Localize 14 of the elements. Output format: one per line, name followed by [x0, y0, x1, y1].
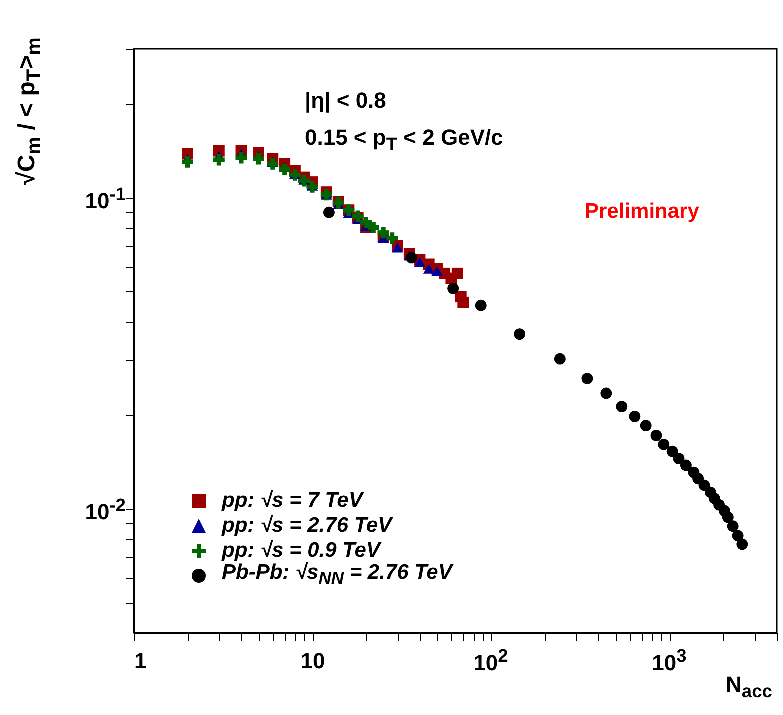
y-tick-label: 10$^{-2}$	[85, 493, 126, 526]
legend-label: pp: √s = 0.9 TeV	[222, 538, 380, 562]
x-tick-label: 10$^{2}$	[474, 644, 508, 676]
annotation: Preliminary	[585, 200, 700, 224]
legend-label: pp: √s = 7 TeV	[222, 488, 363, 512]
annotation: |η| < 0.8	[305, 88, 386, 114]
x-tick-label: 10$^{3}$	[652, 644, 687, 676]
legend-label: pp: √s = 2.76 TeV	[222, 514, 392, 538]
x-tick-label: 1	[134, 648, 147, 674]
annotation: 0.15 < p$_{T}$ < 2 GeV/c	[305, 125, 504, 156]
y-tick-label: 10$^{-1}$	[85, 182, 126, 214]
legend-label: Pb-Pb: √s$_{NN}$ = 2.76 TeV	[222, 561, 452, 590]
x-tick-label: 10	[300, 648, 326, 674]
x-axis-title: N$_{acc}$	[726, 672, 772, 702]
